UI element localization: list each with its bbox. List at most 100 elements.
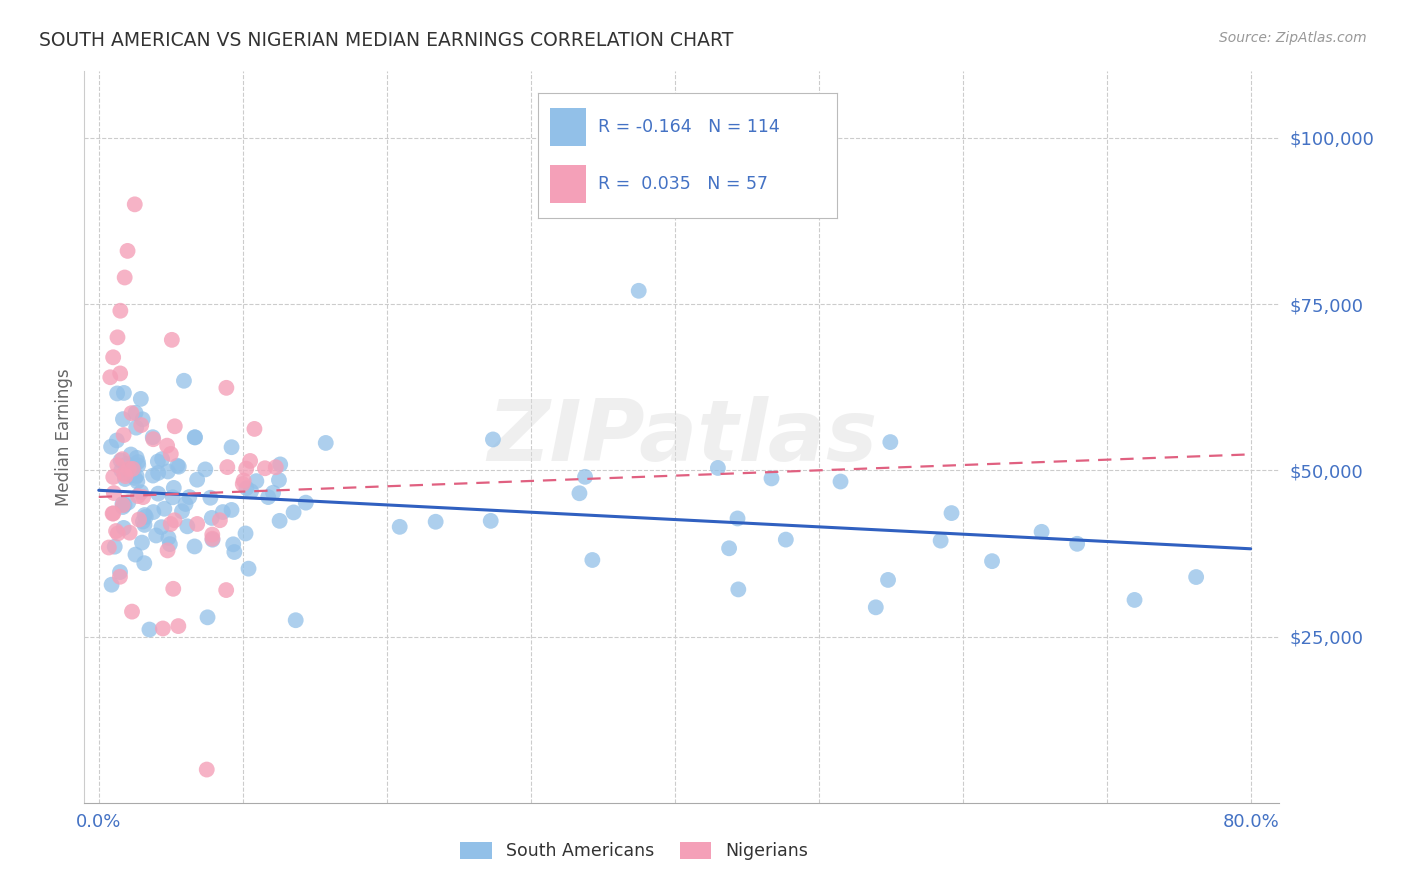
Point — [235, 461, 257, 475]
Point — [240, 484, 263, 499]
Point — [267, 473, 290, 487]
Point — [101, 351, 124, 365]
Point — [224, 545, 246, 559]
Text: ZIPatlas: ZIPatlas — [486, 395, 877, 479]
Point — [201, 532, 224, 546]
Point — [150, 520, 173, 534]
Point — [142, 468, 165, 483]
Point — [1185, 570, 1208, 584]
Point — [125, 420, 148, 434]
Point — [135, 509, 157, 524]
Point — [232, 477, 254, 491]
Point — [146, 466, 169, 480]
Point — [101, 507, 124, 521]
Point — [197, 610, 219, 624]
Point — [479, 514, 502, 528]
Point — [105, 524, 128, 538]
Point — [112, 521, 135, 535]
Point — [100, 440, 122, 454]
Point — [221, 503, 243, 517]
Point — [195, 763, 218, 777]
Point — [235, 526, 257, 541]
Point — [162, 490, 184, 504]
Point — [145, 528, 167, 542]
Point — [152, 622, 174, 636]
Point — [118, 525, 141, 540]
Point — [110, 303, 132, 318]
Point — [215, 381, 238, 395]
Point — [107, 526, 129, 541]
Point — [201, 527, 224, 541]
Point — [110, 453, 132, 467]
Point — [222, 537, 245, 551]
Point — [186, 516, 208, 531]
Point — [108, 570, 131, 584]
Point — [877, 573, 900, 587]
Point — [112, 467, 135, 481]
Point — [132, 490, 155, 504]
Point — [134, 508, 156, 522]
Point — [170, 504, 193, 518]
Point — [160, 333, 183, 347]
Point — [112, 428, 135, 442]
Point — [163, 419, 186, 434]
Point — [108, 367, 131, 381]
Point — [284, 613, 307, 627]
Point — [104, 540, 127, 554]
Point — [173, 374, 195, 388]
Point — [208, 513, 231, 527]
Point — [157, 531, 180, 545]
Point — [929, 533, 952, 548]
Point — [179, 490, 201, 504]
Point — [114, 270, 136, 285]
Point — [761, 471, 783, 485]
Point — [103, 486, 125, 500]
Point — [134, 556, 156, 570]
Point — [105, 386, 128, 401]
Point — [142, 505, 165, 519]
Point — [111, 497, 134, 511]
Point — [388, 520, 411, 534]
Point — [153, 501, 176, 516]
Point — [294, 496, 316, 510]
Point — [830, 475, 852, 489]
Point — [1066, 537, 1088, 551]
Point — [146, 486, 169, 500]
Point — [114, 498, 136, 512]
Point — [120, 448, 142, 462]
Text: Source: ZipAtlas.com: Source: ZipAtlas.com — [1219, 31, 1367, 45]
Point — [201, 511, 224, 525]
Point — [110, 463, 132, 477]
Point — [245, 474, 267, 488]
Point — [232, 474, 254, 488]
Point — [114, 469, 136, 483]
Point — [138, 623, 160, 637]
Point — [120, 468, 142, 483]
Point — [257, 490, 280, 504]
Point — [253, 461, 276, 475]
Point — [124, 471, 146, 485]
Point — [1123, 593, 1146, 607]
Point — [131, 412, 153, 426]
Point — [186, 473, 208, 487]
Point — [200, 491, 222, 505]
Point — [122, 458, 145, 473]
Point — [211, 505, 233, 519]
Point — [201, 533, 224, 547]
Point — [156, 465, 179, 479]
Point — [117, 495, 139, 509]
Point — [129, 392, 152, 406]
Point — [105, 458, 128, 472]
Point — [142, 432, 165, 446]
Y-axis label: Median Earnings: Median Earnings — [55, 368, 73, 506]
Point — [103, 507, 125, 521]
Point — [707, 461, 730, 475]
Point — [1031, 524, 1053, 539]
Point — [981, 554, 1004, 568]
Point — [127, 475, 149, 489]
Point — [129, 418, 152, 433]
Point — [167, 459, 190, 474]
Point — [425, 515, 447, 529]
Point — [111, 412, 134, 426]
Point — [574, 470, 596, 484]
